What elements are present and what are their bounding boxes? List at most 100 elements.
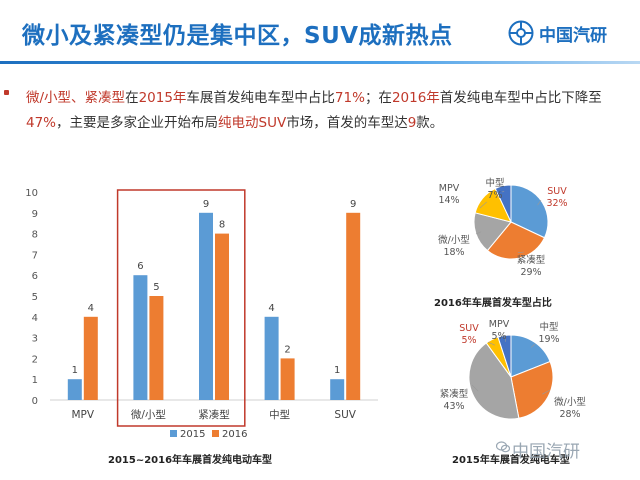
bullet-segment: 车展首发纯电车型中占比 (186, 90, 335, 106)
pie-pct: 32% (546, 198, 567, 209)
bar-2015 (264, 316, 279, 400)
bar-value-label: 1 (334, 365, 340, 376)
y-tick-label: 8 (32, 230, 38, 241)
logo: 中国汽研 (508, 20, 607, 46)
pie-label: SUV (459, 323, 479, 334)
y-tick-label: 9 (32, 209, 38, 220)
bullet-highlight: 9 (407, 115, 417, 131)
bullet-segment: 款。 (416, 115, 444, 131)
pie-leader-line (530, 343, 536, 348)
pie-pct: 28% (559, 409, 580, 420)
bar-2016 (215, 233, 229, 400)
x-tick-label: 微/小型 (131, 408, 166, 421)
bar-2016 (149, 296, 164, 400)
bar-2015 (199, 212, 213, 400)
page-title: 微小及紧凑型仍是集中区，SUV成新热点 (22, 23, 453, 49)
bar-value-label: 6 (137, 261, 143, 272)
pie-leader-line (479, 201, 487, 209)
pie-leader-line (501, 191, 505, 193)
logo-text: 中国汽研 (539, 25, 607, 46)
y-tick-label: 6 (32, 271, 38, 282)
bullet-highlight: 2015年 (138, 90, 187, 106)
title-bar: 微小及紧凑型仍是集中区，SUV成新热点 中国汽研 (0, 0, 640, 62)
bar-chart-title: 2015~2016年车展首发纯电动车型 (108, 455, 273, 466)
y-tick-label: 2 (32, 354, 38, 365)
bullet-segment: ；在 (364, 90, 392, 106)
pie-leader-line (475, 231, 482, 235)
x-tick-label: 中型 (269, 408, 290, 421)
pie-label: 紧凑型 (440, 388, 469, 400)
bar-2015 (67, 379, 82, 400)
title-divider (0, 61, 640, 64)
pie-slice (485, 336, 512, 378)
bullet-segment: 在 (125, 90, 139, 106)
bullet-segment: ，主要是多家企业开始布局 (56, 115, 219, 131)
pie-slice (494, 184, 512, 223)
pie-label: MPV (439, 183, 460, 194)
bar-value-label: 4 (268, 303, 274, 314)
pie-slice (468, 342, 520, 420)
x-tick-label: MPV (72, 409, 95, 421)
y-tick-label: 1 (32, 375, 38, 386)
pie-slice (497, 334, 512, 378)
bar-2016 (346, 212, 361, 400)
logo-icon (508, 20, 534, 46)
pie-label: 紧凑型 (517, 254, 546, 266)
pie-slice (486, 221, 546, 260)
bar-value-label: 1 (72, 365, 78, 376)
bar-2016 (280, 358, 295, 400)
y-tick-label: 0 (32, 396, 38, 407)
pie-slice (510, 184, 549, 239)
pie-2015-title: 2015年车展首发纯电车型 (452, 455, 570, 466)
bullet-segment: 市场，首发的车型达 (286, 115, 408, 131)
pie-slice (474, 187, 512, 223)
bar-value-label: 9 (203, 199, 209, 210)
pie-pct: 5% (491, 331, 506, 342)
pie-label: 中型 (539, 321, 559, 333)
pie-pct: 5% (461, 335, 476, 346)
pie-leader-line (537, 199, 542, 206)
watermark: 中国汽研 (512, 442, 580, 462)
legend-swatch-2015 (170, 430, 177, 437)
pie-pct: 14% (438, 195, 459, 206)
pie-label: SUV (547, 186, 567, 197)
bar-value-label: 4 (88, 303, 94, 314)
pie-label: 微/小型 (554, 396, 586, 408)
pie-label: 中型 (485, 177, 505, 189)
y-tick-label: 5 (32, 292, 38, 303)
bullet-marker (4, 90, 9, 95)
pie-leader-line (471, 384, 479, 392)
highlight-box (116, 189, 246, 427)
pie-pct: 43% (443, 401, 464, 412)
pie-label: 微/小型 (438, 234, 470, 246)
pie-leader-line (517, 251, 525, 253)
bullet-highlight: 2016年 (391, 90, 440, 106)
bar-value-label: 9 (350, 199, 356, 210)
pie-pct: 18% (443, 247, 464, 258)
bullet-highlight: 71% (334, 90, 365, 106)
bullet-highlight: 微/小型、紧凑型 (26, 90, 126, 106)
bar-2016 (83, 316, 98, 400)
bar-value-label: 2 (284, 344, 290, 355)
pie-label: MPV (489, 319, 510, 330)
bar-2015 (133, 275, 148, 400)
legend-swatch-2016 (212, 430, 219, 437)
pie-leader-line (487, 341, 495, 346)
bullet-highlight: 47% (26, 115, 57, 131)
y-tick-label: 4 (32, 313, 38, 324)
bullet-text: 微/小型、紧凑型在2015年车展首发纯电车型中占比71%；在2016年首发纯电车… (26, 86, 616, 136)
legend-label-2015: 2015 (180, 429, 205, 440)
pie-pct: 7% (487, 190, 502, 201)
y-tick-label: 3 (32, 334, 38, 345)
y-tick-label: 10 (25, 188, 38, 199)
pie-pct: 19% (538, 334, 559, 345)
bar-2015 (330, 379, 345, 400)
x-tick-label: 紧凑型 (198, 408, 230, 421)
legend-label-2016: 2016 (222, 429, 247, 440)
pie-pct: 29% (520, 267, 541, 278)
pie-slice (473, 212, 512, 252)
bullet-highlight: 纯电动SUV (218, 115, 287, 131)
pie-slice (510, 360, 554, 419)
pie-leader-line (542, 389, 551, 395)
